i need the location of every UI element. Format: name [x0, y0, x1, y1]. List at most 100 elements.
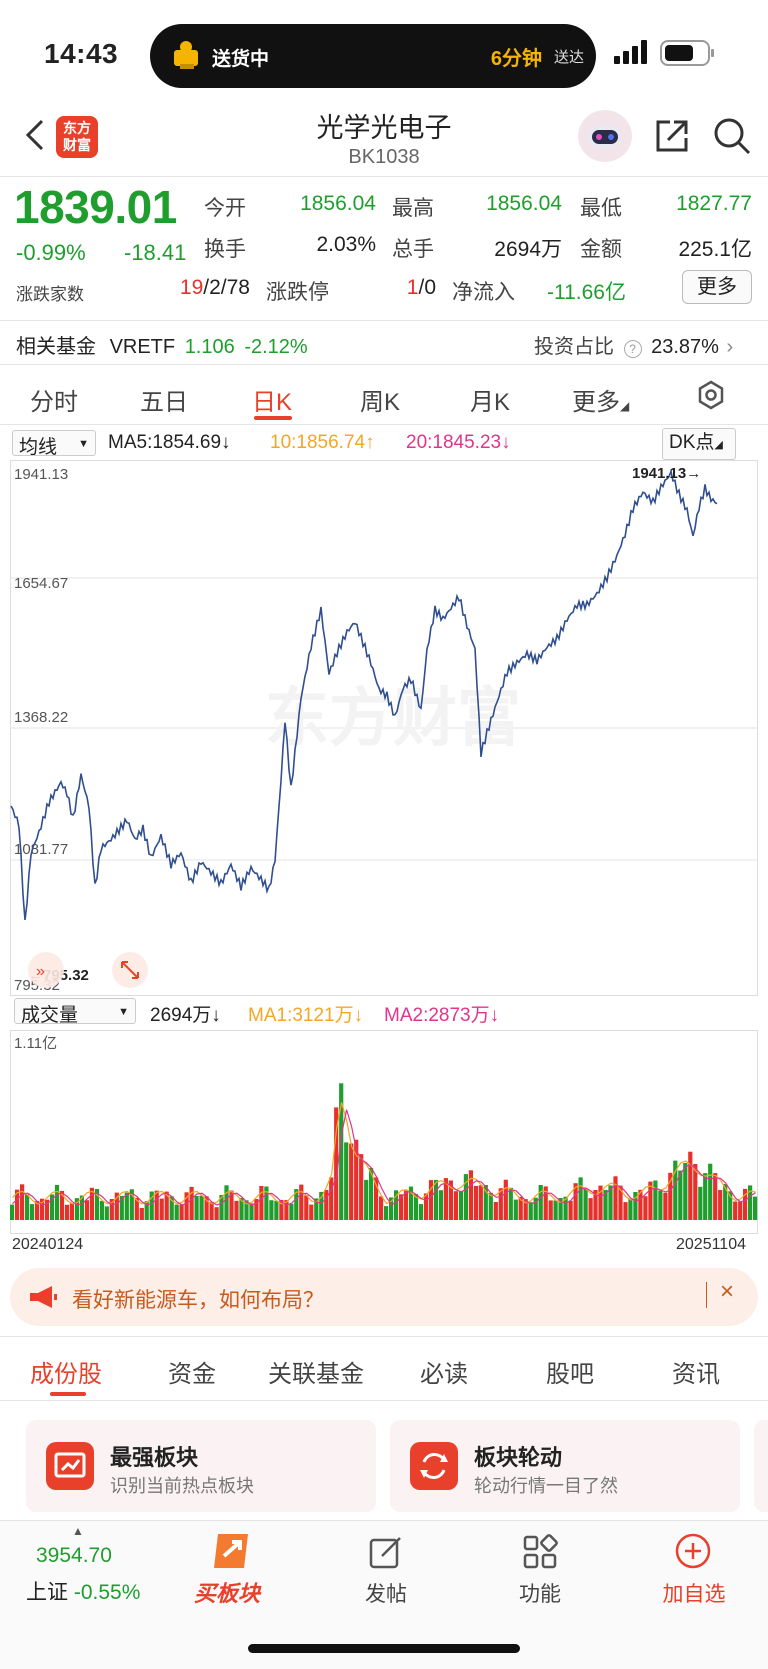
amount-label: 金额	[580, 238, 622, 261]
add-watchlist-icon[interactable]	[674, 1532, 712, 1570]
volume-bar	[74, 1198, 79, 1220]
volume-bar	[538, 1185, 543, 1220]
y-tick-2: 1654.67	[14, 575, 68, 592]
function-label[interactable]: 功能	[519, 1583, 561, 1606]
volume-bar	[359, 1154, 364, 1220]
assistant-robot-icon[interactable]	[578, 110, 632, 162]
buy-sector-icon[interactable]	[208, 1530, 256, 1574]
tab-funds[interactable]: 资金	[168, 1361, 216, 1388]
card-subtitle: 识别当前热点板块	[110, 1476, 254, 1496]
more-button[interactable]: 更多	[682, 270, 752, 304]
investment-ratio-row[interactable]: 投资占比 ? 23.87% ›	[534, 330, 733, 359]
collapse-arrows-icon[interactable]: »	[28, 952, 64, 988]
volume-bar	[109, 1199, 114, 1220]
back-chevron-icon[interactable]	[24, 118, 46, 152]
tab-monthly-k[interactable]: 月K	[470, 389, 511, 416]
volume-bar	[379, 1196, 384, 1220]
add-watchlist-label[interactable]: 加自选	[662, 1583, 726, 1606]
volume-bar	[249, 1203, 254, 1220]
card-strongest-sector[interactable]: 最强板块 识别当前热点板块	[26, 1420, 376, 1512]
volume-bar	[603, 1189, 608, 1220]
volume-bar	[523, 1199, 528, 1220]
related-fund-row[interactable]: 相关基金 VRETF 1.106 -2.12%	[16, 330, 308, 359]
volume-bar	[453, 1191, 458, 1220]
post-label[interactable]: 发帖	[365, 1583, 407, 1606]
volume-bar	[224, 1185, 229, 1220]
close-icon[interactable]: ×	[720, 1278, 735, 1305]
turnover-label: 换手	[204, 238, 246, 261]
page-title: 光学光电子	[316, 113, 452, 143]
open-label: 今开	[204, 197, 246, 220]
volume-bar	[658, 1190, 663, 1220]
volume-bar	[25, 1194, 30, 1220]
volume-bar	[463, 1174, 468, 1220]
tab-forum[interactable]: 股吧	[546, 1361, 594, 1388]
open-value: 1856.04	[300, 192, 376, 215]
volume-bar	[134, 1197, 139, 1220]
index-row[interactable]: 上证 -0.55%	[26, 1576, 140, 1606]
kline-chart[interactable]: 东方财富 1941.13 1654.67 1368.22 1081.77 795…	[10, 460, 758, 996]
volume-bar	[438, 1190, 444, 1220]
volume-bar	[124, 1192, 129, 1220]
volume-bar	[199, 1195, 204, 1220]
tab-intraday[interactable]: 分时	[30, 389, 78, 416]
volume-bar	[698, 1186, 703, 1220]
volume-bar	[573, 1183, 578, 1220]
volume-bar	[673, 1160, 678, 1220]
delivery-island[interactable]: 送货中 6分钟 送达	[150, 24, 596, 88]
gear-icon[interactable]	[696, 380, 726, 410]
volume-indicator-select[interactable]: 成交量 ▼	[14, 998, 136, 1026]
tab-five-day[interactable]: 五日	[140, 389, 188, 416]
volume-bar	[743, 1188, 748, 1220]
tab-more[interactable]: 更多◢	[572, 389, 630, 416]
volume-chart[interactable]: 1.11亿	[10, 1030, 758, 1234]
volume-bar	[588, 1198, 593, 1220]
volume-bar	[354, 1139, 359, 1220]
buy-sector-label[interactable]: 买板块	[194, 1581, 261, 1606]
dk-point-button[interactable]: DK点◢	[662, 428, 736, 460]
fund-label: 相关基金	[16, 336, 96, 358]
volume-bar	[69, 1203, 74, 1220]
volume-bar	[10, 1204, 15, 1220]
indicator-select[interactable]: 均线 ▼	[12, 430, 96, 458]
volume-bar	[369, 1168, 374, 1220]
high-label: 最高	[392, 197, 434, 220]
volume-bar	[99, 1200, 104, 1220]
edit-post-icon[interactable]	[368, 1534, 404, 1570]
volume-bar	[653, 1180, 658, 1220]
volume-bar	[428, 1180, 434, 1220]
ratio-label: 投资占比	[534, 336, 614, 358]
ratio-value: 23.87%	[651, 336, 719, 358]
tab-news[interactable]: 资讯	[672, 1361, 720, 1388]
volume-bar	[89, 1187, 94, 1220]
volume-bar	[279, 1200, 284, 1220]
delivery-label: 送货中	[212, 49, 270, 70]
battery-icon	[660, 40, 714, 66]
volume-bar	[443, 1178, 448, 1220]
card-sector-rotation[interactable]: 板块轮动 轮动行情一目了然	[390, 1420, 740, 1512]
volume-bar	[104, 1206, 109, 1220]
tab-related-funds[interactable]: 关联基金	[268, 1361, 364, 1388]
promo-banner[interactable]	[10, 1268, 758, 1326]
volume-bar	[269, 1200, 274, 1220]
tab-weekly-k[interactable]: 周K	[360, 389, 401, 416]
volume-bar	[458, 1191, 463, 1220]
tab-must-read[interactable]: 必读	[420, 1361, 468, 1388]
volume-bar	[289, 1203, 294, 1220]
index-value[interactable]: 3954.70	[36, 1544, 112, 1567]
expand-icon[interactable]	[112, 952, 148, 988]
volume-bar	[264, 1186, 269, 1220]
change-percent: -0.99%	[16, 240, 86, 265]
grid-function-icon[interactable]	[522, 1534, 558, 1570]
tab-constituents[interactable]: 成份股	[30, 1361, 102, 1388]
volume-bar	[29, 1204, 35, 1220]
netflow-label: 净流入	[452, 281, 515, 304]
fund-name: VRETF	[109, 336, 176, 358]
volume-bar	[184, 1192, 189, 1220]
volume-bar	[423, 1193, 429, 1220]
volume-bar	[399, 1194, 404, 1220]
search-icon[interactable]	[712, 116, 752, 156]
share-icon[interactable]	[652, 116, 692, 156]
tab-daily-k[interactable]: 日K	[252, 389, 293, 416]
volume-bar	[20, 1184, 25, 1220]
